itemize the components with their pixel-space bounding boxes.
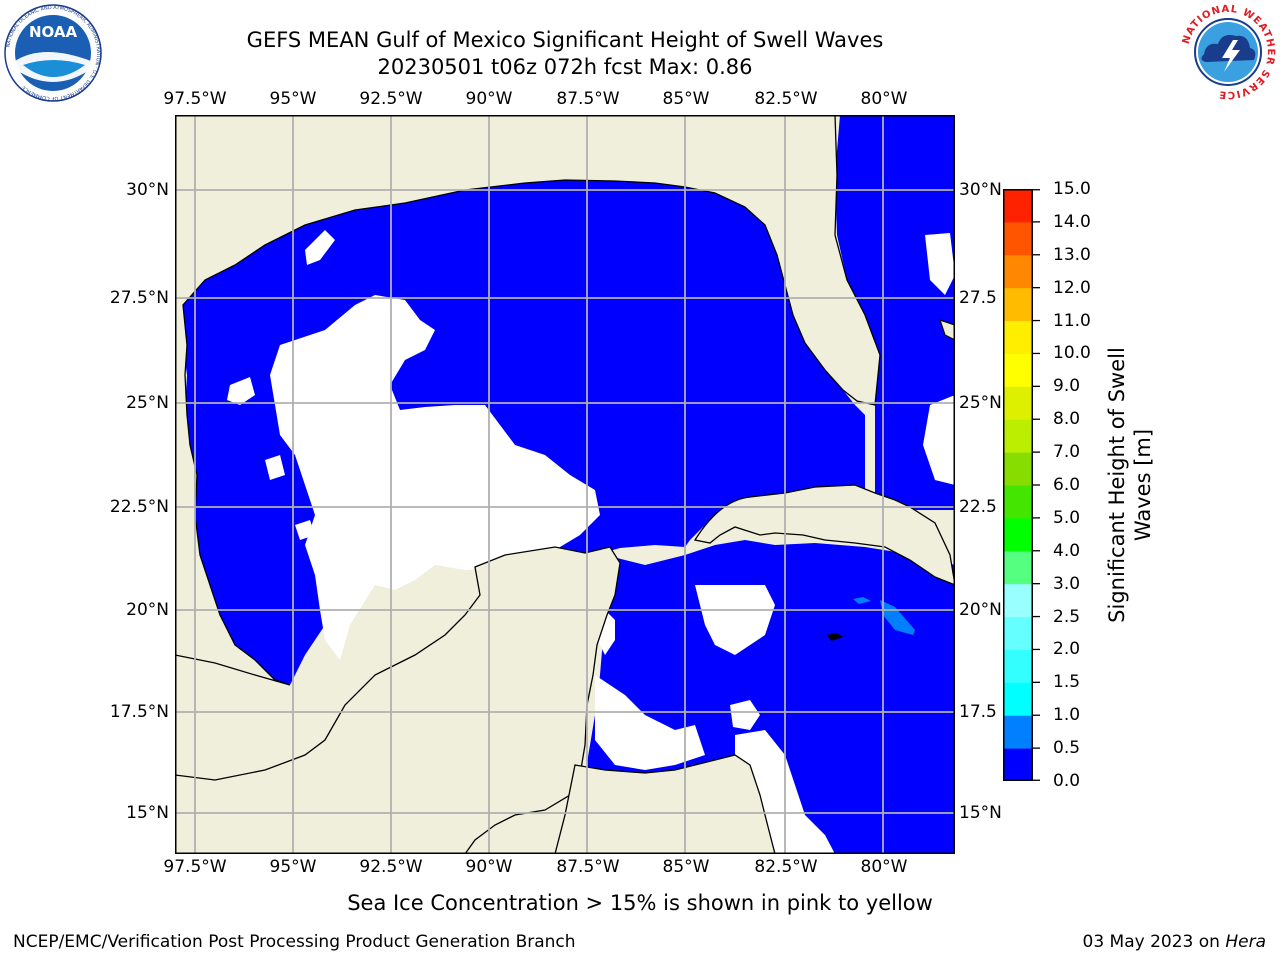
colorbar-tick-label: 10.0 — [1053, 343, 1091, 364]
colorbar-swatch — [1003, 452, 1033, 486]
lon-label-bottom: 80°W — [860, 857, 908, 877]
colorbar-tick-label: 8.0 — [1053, 409, 1081, 430]
lon-label-top: 85°W — [662, 89, 710, 109]
map-subtitle: 20230501 t06z 072h fcst Max: 0.86 — [377, 55, 753, 79]
colorbar-tick-label: 14.0 — [1053, 211, 1091, 232]
lon-label-bottom: 92.5°W — [359, 857, 423, 877]
lat-label-right: 27.5 — [959, 288, 997, 308]
colorbar — [1003, 189, 1040, 781]
gulf-of-mexico-map — [175, 115, 955, 854]
colorbar-tick-label: 1.5 — [1053, 672, 1081, 693]
map-gridlines — [175, 115, 955, 854]
colorbar-tick-label: 6.0 — [1053, 475, 1081, 495]
colorbar-tick-label: 5.0 — [1053, 507, 1081, 528]
colorbar-tick-label: 0.0 — [1053, 771, 1081, 791]
atlantic-ocean — [835, 115, 955, 510]
lon-label-top: 90°W — [465, 89, 513, 109]
colorbar-swatch — [1003, 715, 1033, 749]
colorbar-swatch — [1003, 616, 1033, 650]
map-title: GEFS MEAN Gulf of Mexico Significant Hei… — [246, 28, 884, 52]
colorbar-swatch — [1003, 189, 1033, 223]
colorbar-label: Significant Height of Swell Waves [m] — [1105, 347, 1155, 623]
lat-label-left: 27.5°N — [109, 288, 169, 308]
footer-machine: Hera — [1225, 932, 1266, 952]
lat-label-left: 25°N — [126, 393, 169, 413]
lon-label-top: 97.5°W — [163, 89, 227, 109]
colorbar-swatch — [1003, 221, 1033, 256]
colorbar-swatch — [1003, 748, 1033, 781]
lat-label-left: 30°N — [126, 180, 169, 200]
lat-label-right: 30°N — [959, 180, 1002, 200]
lon-label-top: 80°W — [860, 89, 908, 109]
national-weather-service-logo: NATIONAL WEATHER SERVICE — [1180, 4, 1276, 100]
colorbar-swatch — [1003, 320, 1033, 354]
lat-label-right: 17.5 — [959, 702, 997, 722]
colorbar-tick-label: 3.0 — [1053, 573, 1081, 594]
colorbar-tick-label: 13.0 — [1053, 244, 1091, 265]
footer-date: 03 May 2023 on Hera — [1083, 932, 1267, 952]
colorbar-swatch — [1003, 649, 1033, 683]
colorbar-tick-label: 7.0 — [1053, 442, 1081, 463]
noaa-logo: NOAA NATIONAL OCEANIC AND ATMOSPHERIC AD… — [4, 4, 102, 102]
colorbar-swatch — [1003, 353, 1033, 387]
colorbar-swatch — [1003, 682, 1033, 716]
colorbar-tick-label: 2.5 — [1053, 606, 1081, 627]
svg-text:NOAA: NOAA — [29, 23, 78, 41]
colorbar-tick-label: 9.0 — [1053, 376, 1081, 397]
footer-branch: NCEP/EMC/Verification Post Processing Pr… — [13, 932, 576, 952]
lon-label-bottom: 87.5°W — [556, 857, 620, 877]
colorbar-swatch — [1003, 485, 1033, 519]
lon-label-bottom: 95°W — [269, 857, 317, 877]
lat-label-right: 22.5 — [959, 497, 997, 517]
colorbar-swatch — [1003, 419, 1033, 453]
colorbar-tick-label: 11.0 — [1053, 310, 1091, 331]
colorbar-swatch — [1003, 254, 1033, 289]
footer-date-text: 03 May 2023 on — [1082, 932, 1226, 952]
us-mexico-land — [175, 115, 881, 686]
colorbar-tick-label: 4.0 — [1053, 540, 1081, 561]
lat-label-left: 20°N — [126, 600, 169, 620]
lat-label-left: 15°N — [126, 803, 169, 823]
colorbar-swatch — [1003, 517, 1033, 552]
lat-label-left: 17.5°N — [109, 702, 169, 722]
colorbar-tick-label: 12.0 — [1053, 277, 1091, 298]
colorbar-tick-label: 0.5 — [1053, 738, 1081, 759]
lon-label-bottom: 97.5°W — [163, 857, 227, 877]
lat-label-left: 22.5°N — [109, 497, 169, 517]
lon-label-top: 82.5°W — [754, 89, 818, 109]
lon-label-top: 95°W — [269, 89, 317, 109]
colorbar-swatch — [1003, 583, 1033, 618]
lon-label-bottom: 90°W — [465, 857, 513, 877]
colorbar-swatch — [1003, 287, 1033, 322]
colorbar-tick-label: 2.0 — [1053, 639, 1081, 660]
colorbar-tick-label: 1.0 — [1053, 705, 1081, 726]
colorbar-swatch — [1003, 386, 1033, 420]
lat-label-right: 20°N — [959, 600, 1002, 620]
colorbar-tick-label: 15.0 — [1053, 179, 1091, 199]
lon-label-bottom: 82.5°W — [754, 857, 818, 877]
colorbar-swatch — [1003, 550, 1033, 585]
sea-ice-note: Sea Ice Concentration > 15% is shown in … — [0, 891, 1280, 915]
lat-label-right: 25°N — [959, 393, 1002, 413]
lat-label-right: 15°N — [959, 803, 1002, 823]
lon-label-top: 92.5°W — [359, 89, 423, 109]
lon-label-bottom: 85°W — [662, 857, 710, 877]
yucatan-land — [175, 546, 621, 854]
lon-label-top: 87.5°W — [556, 89, 620, 109]
sea-ice-note-text: Sea Ice Concentration > 15% is shown in … — [347, 891, 933, 915]
